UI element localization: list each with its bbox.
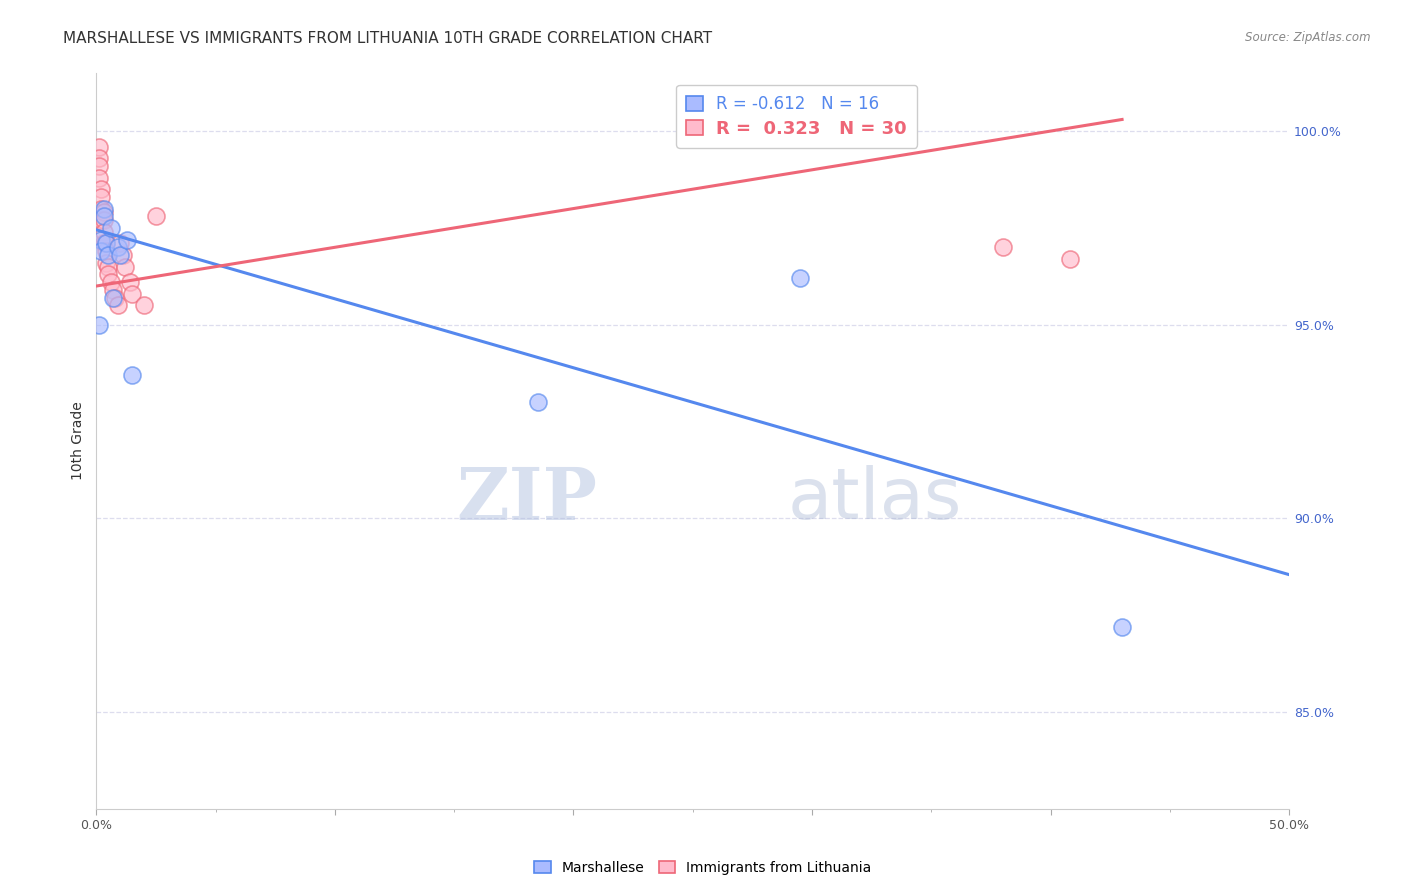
Point: [107, 240, 129, 254]
Point: [87, 139, 110, 153]
Point: [93, 205, 115, 219]
Point: [94, 236, 117, 251]
Point: [90, 202, 112, 216]
Point: [94, 256, 117, 270]
Point: [87, 151, 110, 165]
Point: [121, 368, 143, 383]
Point: [1111, 620, 1133, 634]
Point: [145, 209, 167, 223]
Point: [114, 260, 136, 274]
Point: [93, 209, 115, 223]
Point: [93, 225, 115, 239]
Legend: R = -0.612   N = 16, R =  0.323   N = 30: R = -0.612 N = 16, R = 0.323 N = 30: [676, 85, 917, 148]
Point: [87, 159, 110, 173]
Point: [90, 213, 112, 227]
Point: [132, 298, 155, 312]
Point: [991, 240, 1014, 254]
Point: [104, 291, 127, 305]
Point: [93, 236, 115, 251]
Point: [111, 248, 134, 262]
Point: [526, 395, 548, 409]
Point: [90, 233, 112, 247]
Point: [87, 170, 110, 185]
Point: [90, 182, 112, 196]
Point: [97, 248, 120, 262]
Point: [118, 275, 141, 289]
Point: [87, 318, 110, 332]
Point: [108, 236, 131, 251]
Text: atlas: atlas: [789, 466, 963, 534]
Point: [1059, 252, 1081, 266]
Point: [100, 275, 122, 289]
Point: [93, 202, 115, 216]
Legend: Marshallese, Immigrants from Lithuania: Marshallese, Immigrants from Lithuania: [529, 855, 877, 880]
Point: [101, 283, 124, 297]
Y-axis label: 10th Grade: 10th Grade: [72, 401, 86, 481]
Point: [107, 298, 129, 312]
Text: MARSHALLESE VS IMMIGRANTS FROM LITHUANIA 10TH GRADE CORRELATION CHART: MARSHALLESE VS IMMIGRANTS FROM LITHUANIA…: [63, 31, 713, 46]
Text: Source: ZipAtlas.com: Source: ZipAtlas.com: [1246, 31, 1371, 45]
Point: [94, 236, 117, 251]
Point: [117, 233, 139, 247]
Point: [90, 244, 112, 259]
Point: [121, 286, 143, 301]
Point: [97, 268, 120, 282]
Point: [94, 244, 117, 259]
Point: [90, 190, 112, 204]
Point: [108, 248, 131, 262]
Point: [97, 260, 120, 274]
Point: [93, 213, 115, 227]
Point: [100, 221, 122, 235]
Text: ZIP: ZIP: [457, 465, 598, 535]
Point: [789, 271, 811, 285]
Point: [101, 291, 124, 305]
